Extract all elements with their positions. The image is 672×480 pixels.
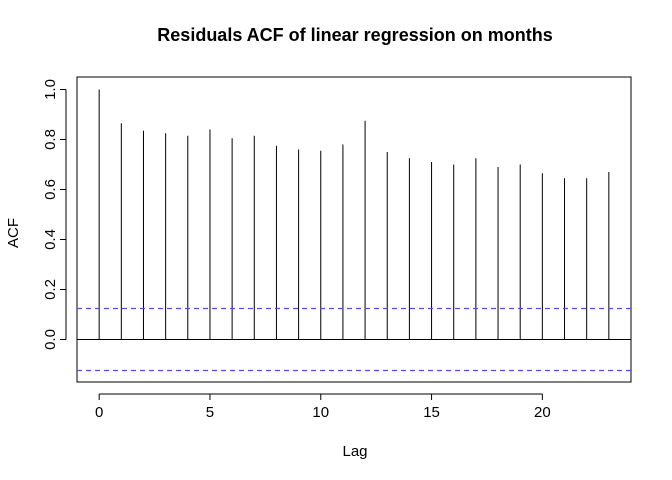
y-tick-label: 0.4 xyxy=(42,229,59,250)
x-tick-label: 10 xyxy=(312,404,329,421)
y-axis: 0.0 0.2 0.4 0.6 0.8 1.0 xyxy=(42,79,67,350)
y-tick-label: 0.6 xyxy=(42,179,59,200)
x-tick-label: 5 xyxy=(206,404,214,421)
confidence-lines xyxy=(77,307,631,372)
y-tick-label: 0.0 xyxy=(42,329,59,350)
y-tick-label: 1.0 xyxy=(42,79,59,100)
x-axis: 0 5 10 15 20 xyxy=(95,393,551,421)
x-tick-label: 20 xyxy=(534,404,551,421)
y-axis-label: ACF xyxy=(5,218,22,248)
x-tick-label: 15 xyxy=(423,404,440,421)
acf-bars xyxy=(98,89,610,340)
y-tick-label: 0.8 xyxy=(42,129,59,150)
y-tick-label: 0.2 xyxy=(42,279,59,300)
plot-frame xyxy=(76,76,632,383)
chart-title: Residuals ACF of linear regression on mo… xyxy=(157,25,552,45)
x-tick-label: 0 xyxy=(95,404,103,421)
x-axis-label: Lag xyxy=(342,443,367,460)
